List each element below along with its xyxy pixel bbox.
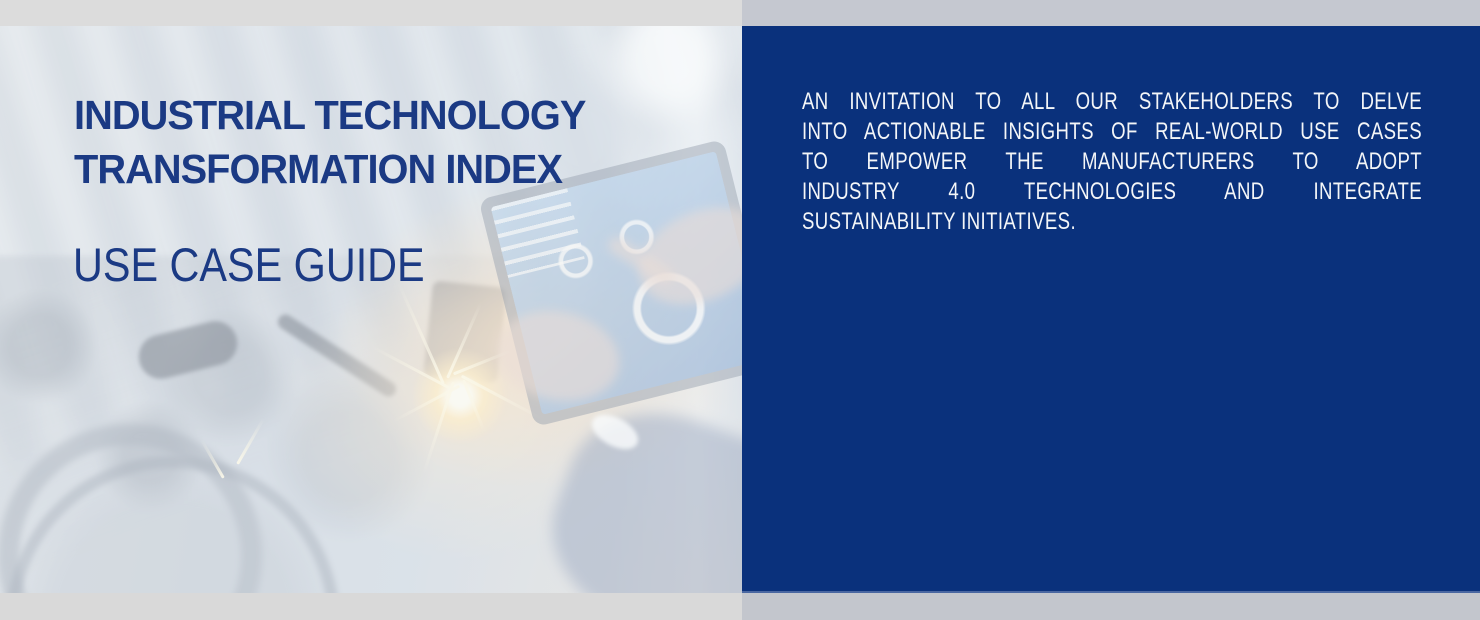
intro-panel: AN INVITATION TO ALL OUR STAKEHOLDERS TO… <box>742 26 1480 593</box>
cover-subtitle: USE CASE GUIDE <box>73 238 425 291</box>
intro-text-line: INTO ACTIONABLE INSIGHTS OF REAL-WORLD U… <box>802 118 1422 145</box>
white-overlay <box>0 26 742 593</box>
top-margin-strip-right <box>742 0 1480 26</box>
bottom-margin-strip-right <box>742 593 1480 620</box>
cover-title: INDUSTRIAL TECHNOLOGY TRANSFORMATION IND… <box>74 88 586 196</box>
intro-text-line: INDUSTRY 4.0 TECHNOLOGIES AND INTEGRATE <box>802 178 1422 205</box>
intro-text-line: SUSTAINABILITY INITIATIVES. <box>802 208 1077 235</box>
bottom-margin-strip-left <box>0 593 742 620</box>
top-margin-strip-left <box>0 0 742 26</box>
intro-text: AN INVITATION TO ALL OUR STAKEHOLDERS TO… <box>802 87 1422 237</box>
intro-text-line: TO EMPOWER THE MANUFACTURERS TO ADOPT <box>802 148 1422 175</box>
spark-core <box>408 344 512 448</box>
title-line-1: INDUSTRIAL TECHNOLOGY <box>74 92 586 138</box>
intro-text-line: AN INVITATION TO ALL OUR STAKEHOLDERS TO… <box>802 88 1422 115</box>
title-line-2: TRANSFORMATION INDEX <box>74 146 563 192</box>
cover-photo <box>0 26 742 593</box>
